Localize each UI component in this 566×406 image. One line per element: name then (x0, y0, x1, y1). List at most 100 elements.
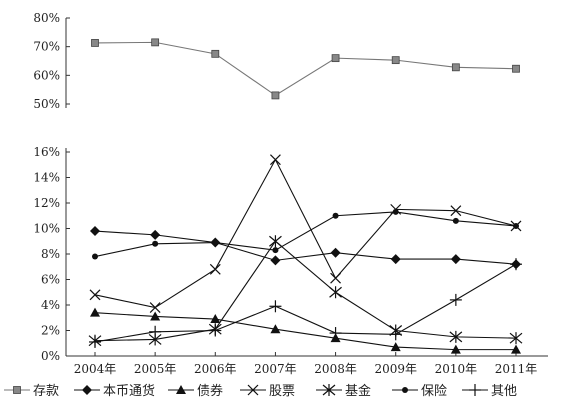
data-point (449, 293, 462, 306)
legend-marker (176, 385, 186, 394)
legend-marker (247, 384, 259, 396)
data-point (509, 332, 523, 345)
series-dot (92, 208, 519, 260)
series-line (94, 158, 517, 309)
data-point (269, 300, 282, 313)
data-point (391, 56, 400, 65)
data-point (91, 39, 99, 47)
legend-label: 本币通货 (103, 383, 155, 399)
data-point (211, 49, 220, 58)
series-square (91, 38, 520, 100)
x-tick-label: 2009年 (374, 362, 417, 376)
y-tick-label: 12% (33, 196, 60, 210)
x-tick-label: 2010年 (435, 362, 478, 376)
series-line (94, 240, 517, 342)
data-point (90, 226, 100, 237)
legend-item: 保险 (392, 384, 447, 399)
legend-label: 保险 (421, 384, 447, 399)
legend-marker (322, 384, 336, 396)
data-point (331, 54, 340, 63)
legend-item: 基金 (316, 383, 371, 399)
data-point (151, 38, 160, 47)
data-point (330, 247, 341, 258)
series-plus (89, 258, 522, 348)
y-tick-label: 60% (33, 68, 60, 82)
data-point (150, 229, 161, 240)
data-point (150, 311, 161, 321)
series-triangle (90, 307, 521, 354)
y-tick-label: 8% (41, 247, 60, 261)
legend-label: 债券 (197, 383, 223, 399)
data-point (513, 222, 519, 229)
y-tick-label: 16% (33, 145, 60, 159)
legend-marker (13, 386, 21, 394)
legend-item: 本币通货 (74, 383, 155, 399)
data-point (272, 247, 279, 254)
y-tick-label: 0% (41, 349, 60, 363)
data-point (390, 254, 401, 265)
y-tick-label: 4% (41, 298, 60, 312)
series-group (88, 38, 523, 354)
x-tick-label: 2007年 (254, 362, 297, 376)
data-point (89, 335, 101, 348)
data-point (269, 235, 282, 248)
data-point (152, 240, 159, 247)
data-point (209, 324, 222, 337)
legend-item: 债券 (168, 383, 223, 399)
y-tick-label: 10% (33, 222, 60, 236)
data-point (90, 307, 100, 317)
axes: 50% 60% 70% 80% 0% 2% 4% 6% 8% 10% 12% 14% 16% 2004年 2… (33, 11, 548, 376)
x-tick-label: 2005年 (134, 362, 177, 376)
legend-item: 股票 (240, 384, 295, 399)
data-point (512, 64, 520, 73)
data-point (450, 254, 461, 265)
series-line (94, 312, 516, 351)
data-point (270, 324, 281, 334)
data-point (511, 344, 521, 354)
data-point (450, 344, 461, 354)
data-point (270, 255, 281, 266)
legend-item: 存款 (4, 384, 59, 399)
data-point (389, 328, 402, 341)
data-point (510, 258, 522, 271)
y-tick-label: 50% (33, 97, 60, 111)
data-point (89, 289, 101, 301)
data-point (271, 91, 280, 100)
series-line (94, 230, 517, 265)
data-point (210, 314, 221, 324)
data-point (392, 208, 399, 215)
data-point (329, 327, 342, 340)
x-tick-label: 2008年 (314, 362, 357, 376)
y-tick-label: 6% (41, 273, 60, 287)
data-point (332, 212, 339, 219)
legend-marker (402, 387, 408, 393)
legend-item: 其他 (462, 384, 517, 399)
y-tick-label: 70% (33, 40, 60, 54)
legend-marker (82, 385, 92, 395)
legend-label: 基金 (345, 383, 371, 399)
data-point (449, 330, 463, 343)
legend-label: 存款 (33, 384, 59, 399)
series-asterisk (88, 235, 523, 347)
legend-label: 其他 (491, 384, 517, 399)
data-point (452, 217, 459, 224)
series-line (94, 211, 517, 258)
data-point (390, 342, 401, 352)
data-point (451, 63, 460, 72)
data-point (149, 302, 161, 313)
series-line (94, 41, 517, 97)
x-tick-label: 2004年 (74, 362, 117, 376)
data-point (209, 263, 221, 275)
data-point (92, 253, 98, 260)
data-point (149, 325, 162, 338)
legend-label: 股票 (269, 384, 295, 399)
data-point (329, 286, 342, 299)
y-tick-label: 80% (33, 11, 60, 25)
data-point (450, 205, 462, 217)
data-point (212, 239, 219, 246)
series-line (94, 263, 517, 343)
x-tick-label: 2011年 (495, 362, 538, 376)
x-tick-label: 2006年 (194, 362, 237, 376)
